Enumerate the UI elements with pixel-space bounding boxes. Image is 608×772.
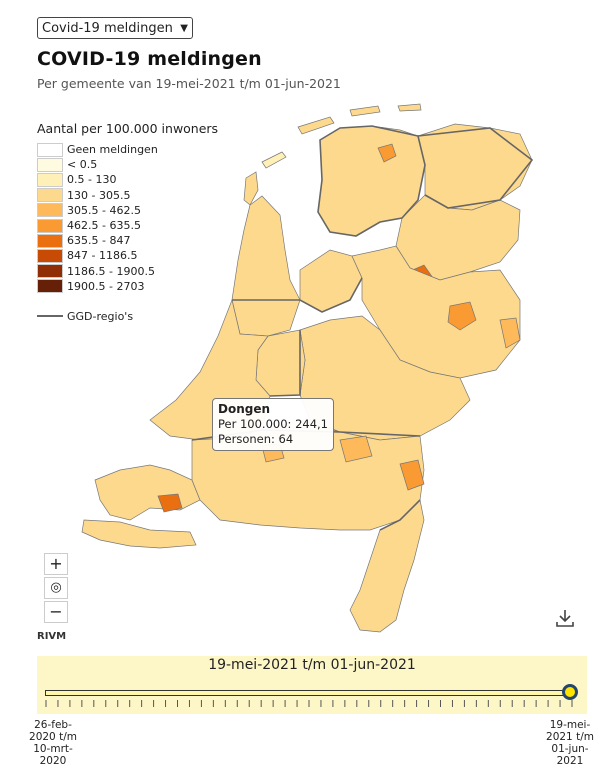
municipality-rijssen[interactable] xyxy=(447,301,477,331)
island-ameland[interactable] xyxy=(349,105,381,117)
island-terschelling[interactable] xyxy=(297,116,335,135)
municipality-cuijk[interactable] xyxy=(399,459,425,491)
municipality-oss[interactable] xyxy=(339,435,373,463)
legend-item: 847 - 1186.5 xyxy=(37,248,218,263)
legend-label: 305.5 - 462.5 xyxy=(67,203,141,217)
timeline-panel xyxy=(37,656,587,714)
legend-ggd: GGD-regio's xyxy=(37,310,218,323)
legend-label: 130 - 305.5 xyxy=(67,188,131,202)
legend-label: 1186.5 - 1900.5 xyxy=(67,264,155,278)
legend-ggd-label: GGD-regio's xyxy=(67,309,134,323)
legend-swatch xyxy=(37,142,63,157)
region-noord-holland[interactable] xyxy=(231,195,301,337)
legend-label: 847 - 1186.5 xyxy=(67,249,138,263)
timeline-ticks xyxy=(45,700,573,707)
timeline-track[interactable] xyxy=(45,690,573,696)
legend-label: 0.5 - 130 xyxy=(67,173,117,187)
legend-swatch xyxy=(37,233,63,248)
indicator-select[interactable]: Covid-19 meldingen ▼ xyxy=(37,17,193,39)
legend-item: 635.5 - 847 xyxy=(37,233,218,248)
page-title: COVID-19 meldingen xyxy=(37,48,262,70)
tooltip-per100k: Per 100.000: 244,1 xyxy=(218,417,328,431)
download-icon[interactable] xyxy=(554,607,576,629)
region-groningen[interactable] xyxy=(417,123,533,211)
legend-swatch xyxy=(37,218,63,233)
legend-item: 305.5 - 462.5 xyxy=(37,203,218,218)
legend-item: < 0.5 xyxy=(37,157,218,172)
timeline-range-label: 19-mei-2021 t/m 01-jun-2021 xyxy=(208,657,416,673)
tooltip-persons: Personen: 64 xyxy=(218,432,294,446)
timeline-end-label: 19-mei- 2021 t/m 01-jun- 2021 xyxy=(546,719,594,767)
island-vlieland[interactable] xyxy=(261,151,287,169)
legend-swatch xyxy=(37,279,63,294)
zoom-out-button[interactable]: − xyxy=(44,601,68,623)
island-texel[interactable] xyxy=(243,171,259,206)
municipality-leeuwarden[interactable] xyxy=(377,143,397,163)
region-flevoland[interactable] xyxy=(299,249,363,313)
legend-swatch xyxy=(37,172,63,187)
zoom-in-button[interactable]: + xyxy=(44,553,68,575)
indicator-select-value: Covid-19 meldingen xyxy=(42,20,173,36)
zoom-reset-button[interactable]: ◎ xyxy=(44,577,68,599)
legend-title: Aantal per 100.000 inwoners xyxy=(37,121,219,136)
region-zeeland[interactable] xyxy=(94,464,201,521)
municipality-reimerswaal[interactable] xyxy=(157,493,183,513)
municipality-twente[interactable] xyxy=(499,317,521,349)
legend-item: 462.5 - 635.5 xyxy=(37,218,218,233)
legend-label: < 0.5 xyxy=(67,158,98,172)
legend-label: 462.5 - 635.5 xyxy=(67,219,141,233)
legend-label: 635.5 - 847 xyxy=(67,234,131,248)
map-legend: Aantal per 100.000 inwoners Geen melding… xyxy=(37,121,218,323)
legend-item: Geen meldingen xyxy=(37,142,218,157)
chevron-down-icon: ▼ xyxy=(180,22,188,34)
legend-label: Geen meldingen xyxy=(67,143,158,157)
legend-item: 1900.5 - 2703 xyxy=(37,279,218,294)
timeline-start-label: 26-feb- 2020 t/m 10-mrt- 2020 xyxy=(29,719,77,767)
region-zeeuws-vlaanderen[interactable] xyxy=(81,519,197,549)
legend-item: 1186.5 - 1900.5 xyxy=(37,264,218,279)
map-tooltip: Dongen Per 100.000: 244,1 Personen: 64 xyxy=(212,398,334,451)
legend-label: 1900.5 - 2703 xyxy=(67,279,145,293)
legend-swatch xyxy=(37,157,63,172)
attribution: RIVM xyxy=(37,631,67,642)
island-schiermonnikoog[interactable] xyxy=(397,103,422,112)
ggd-line-swatch xyxy=(37,315,63,318)
legend-item: 130 - 305.5 xyxy=(37,188,218,203)
tooltip-title: Dongen xyxy=(218,402,271,416)
netherlands-map[interactable] xyxy=(0,0,608,650)
legend-swatch xyxy=(37,203,63,218)
timeline-handle[interactable] xyxy=(562,684,578,700)
legend-swatch xyxy=(37,264,63,279)
legend-item: 0.5 - 130 xyxy=(37,172,218,187)
legend-swatch xyxy=(37,188,63,203)
page-subtitle: Per gemeente van 19-mei-2021 t/m 01-jun-… xyxy=(37,76,341,91)
legend-swatch xyxy=(37,248,63,263)
